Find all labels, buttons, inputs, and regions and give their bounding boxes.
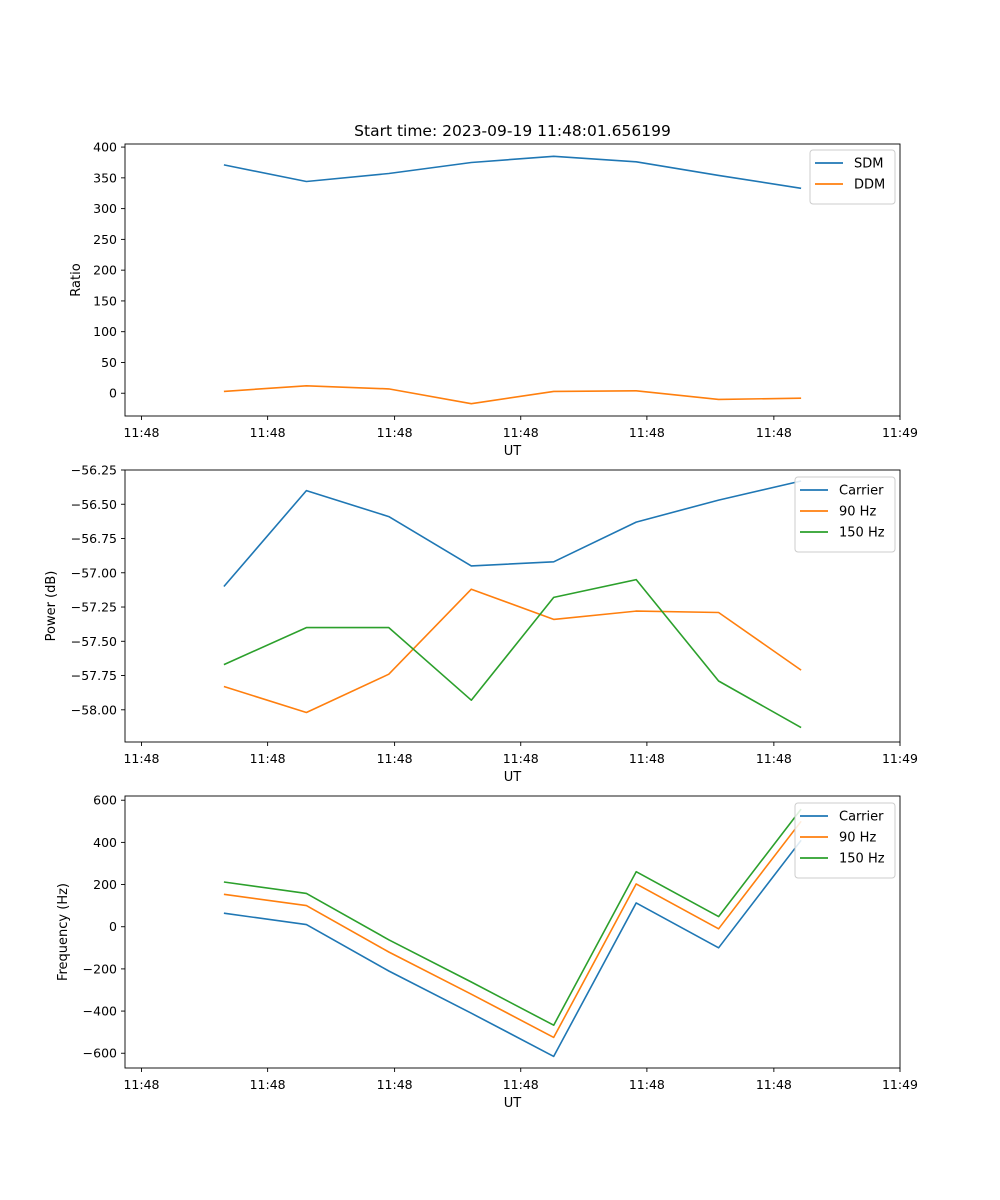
legend-label-frequency-1: 90 Hz (839, 831, 876, 846)
x-tick-label-frequency-0: 11:48 (123, 1077, 159, 1092)
y-tick-label-frequency-2: −200 (83, 961, 117, 976)
legend-label-ratio-1: DDM (854, 178, 885, 193)
x-axis-label-power: UT (504, 770, 522, 785)
y-tick-label-ratio-0: 0 (109, 386, 117, 401)
y-tick-label-ratio-5: 250 (93, 232, 117, 247)
series-line-ratio-1 (223, 384, 802, 405)
x-tick-label-ratio-3: 11:48 (503, 425, 539, 440)
series-line-frequency-0 (223, 839, 802, 1058)
x-tick-label-frequency-1: 11:48 (250, 1077, 286, 1092)
series-line-ratio-0 (223, 155, 802, 190)
y-tick-label-power-7: −56.25 (71, 463, 117, 478)
x-tick-label-power-2: 11:48 (377, 751, 413, 766)
legend-frequency: Carrier 90 Hz 150 Hz (794, 802, 896, 879)
y-tick-label-frequency-6: 600 (93, 793, 117, 808)
y-tick-label-power-4: −57.00 (71, 565, 117, 580)
series-line-power-1 (223, 588, 802, 714)
legend-label-power-0: Carrier (839, 484, 884, 499)
x-tick-label-power-6: 11:49 (882, 751, 918, 766)
legend-label-power-2: 150 Hz (839, 526, 885, 541)
y-tick-label-ratio-4: 200 (93, 263, 117, 278)
panels: 0 50 100 150 200 250 300 350 400 11:48 11:48 11:48 1… (44, 140, 918, 1111)
legend-label-ratio-0: SDM (854, 157, 883, 172)
x-tick-label-ratio-6: 11:49 (882, 425, 918, 440)
legend-box-frequency (794, 802, 896, 879)
x-axis-label-ratio: UT (504, 444, 522, 459)
y-tick-label-ratio-3: 150 (93, 293, 117, 308)
y-tick-label-frequency-5: 400 (93, 835, 117, 850)
y-tick-label-frequency-0: −600 (83, 1046, 117, 1061)
y-tick-label-power-1: −57.75 (71, 668, 117, 683)
x-tick-label-ratio-2: 11:48 (377, 425, 413, 440)
x-tick-label-ratio-5: 11:48 (756, 425, 792, 440)
x-tick-label-frequency-6: 11:49 (882, 1077, 918, 1092)
legend-power: Carrier 90 Hz 150 Hz (794, 476, 896, 553)
x-tick-label-ratio-0: 11:48 (123, 425, 159, 440)
x-axis-label-frequency: UT (504, 1096, 522, 1111)
y-tick-label-ratio-8: 400 (93, 140, 117, 155)
y-axis-label-power: Power (dB) (44, 571, 59, 642)
series-line-frequency-1 (223, 820, 802, 1039)
series-line-frequency-2 (223, 808, 802, 1026)
chart-frequency: −600 −400 −200 0 200 400 600 11:48 11:48 11:48 11:… (56, 793, 918, 1111)
y-tick-label-power-0: −58.00 (71, 702, 117, 717)
series-line-power-2 (223, 578, 802, 729)
y-tick-label-ratio-2: 100 (93, 324, 117, 339)
y-tick-label-ratio-7: 350 (93, 170, 117, 185)
chart-ratio: 0 50 100 150 200 250 300 350 400 11:48 11:48 11:48 1… (69, 140, 918, 459)
y-tick-label-ratio-1: 50 (101, 355, 117, 370)
chart-power: −58.00 −57.75 −57.50 −57.25 −57.00 −56.75 −56.… (44, 463, 918, 786)
y-tick-label-frequency-3: 0 (109, 919, 117, 934)
legend-label-frequency-0: Carrier (839, 810, 884, 825)
x-tick-label-ratio-1: 11:48 (250, 425, 286, 440)
y-tick-label-ratio-6: 300 (93, 201, 117, 216)
y-tick-label-power-5: −56.75 (71, 531, 117, 546)
y-tick-label-power-2: −57.50 (71, 634, 117, 649)
x-tick-label-power-0: 11:48 (123, 751, 159, 766)
x-tick-label-frequency-3: 11:48 (503, 1077, 539, 1092)
y-tick-label-power-3: −57.25 (71, 600, 117, 615)
legend-label-power-1: 90 Hz (839, 505, 876, 520)
x-tick-label-frequency-4: 11:48 (629, 1077, 665, 1092)
y-tick-label-power-6: −56.50 (71, 497, 117, 512)
x-tick-label-power-1: 11:48 (250, 751, 286, 766)
x-tick-label-power-4: 11:48 (629, 751, 665, 766)
x-tick-label-power-3: 11:48 (503, 751, 539, 766)
legend-ratio: SDM DDM (809, 149, 896, 205)
y-axis-label-ratio: Ratio (69, 263, 84, 296)
axes-frame-frequency (124, 795, 901, 1069)
legend-box-power (794, 476, 896, 553)
figure-title: Start time: 2023-09-19 11:48:01.656199 (354, 122, 671, 140)
series-line-power-0 (223, 480, 802, 588)
y-tick-label-frequency-4: 200 (93, 877, 117, 892)
axes-frame-power (124, 469, 901, 743)
x-tick-label-ratio-4: 11:48 (629, 425, 665, 440)
legend-label-frequency-2: 150 Hz (839, 852, 885, 867)
x-tick-label-frequency-2: 11:48 (377, 1077, 413, 1092)
y-tick-label-frequency-1: −400 (83, 1004, 117, 1019)
y-axis-label-frequency: Frequency (Hz) (56, 883, 71, 981)
axes-frame-ratio (124, 143, 901, 417)
x-tick-label-frequency-5: 11:48 (756, 1077, 792, 1092)
x-tick-label-power-5: 11:48 (756, 751, 792, 766)
